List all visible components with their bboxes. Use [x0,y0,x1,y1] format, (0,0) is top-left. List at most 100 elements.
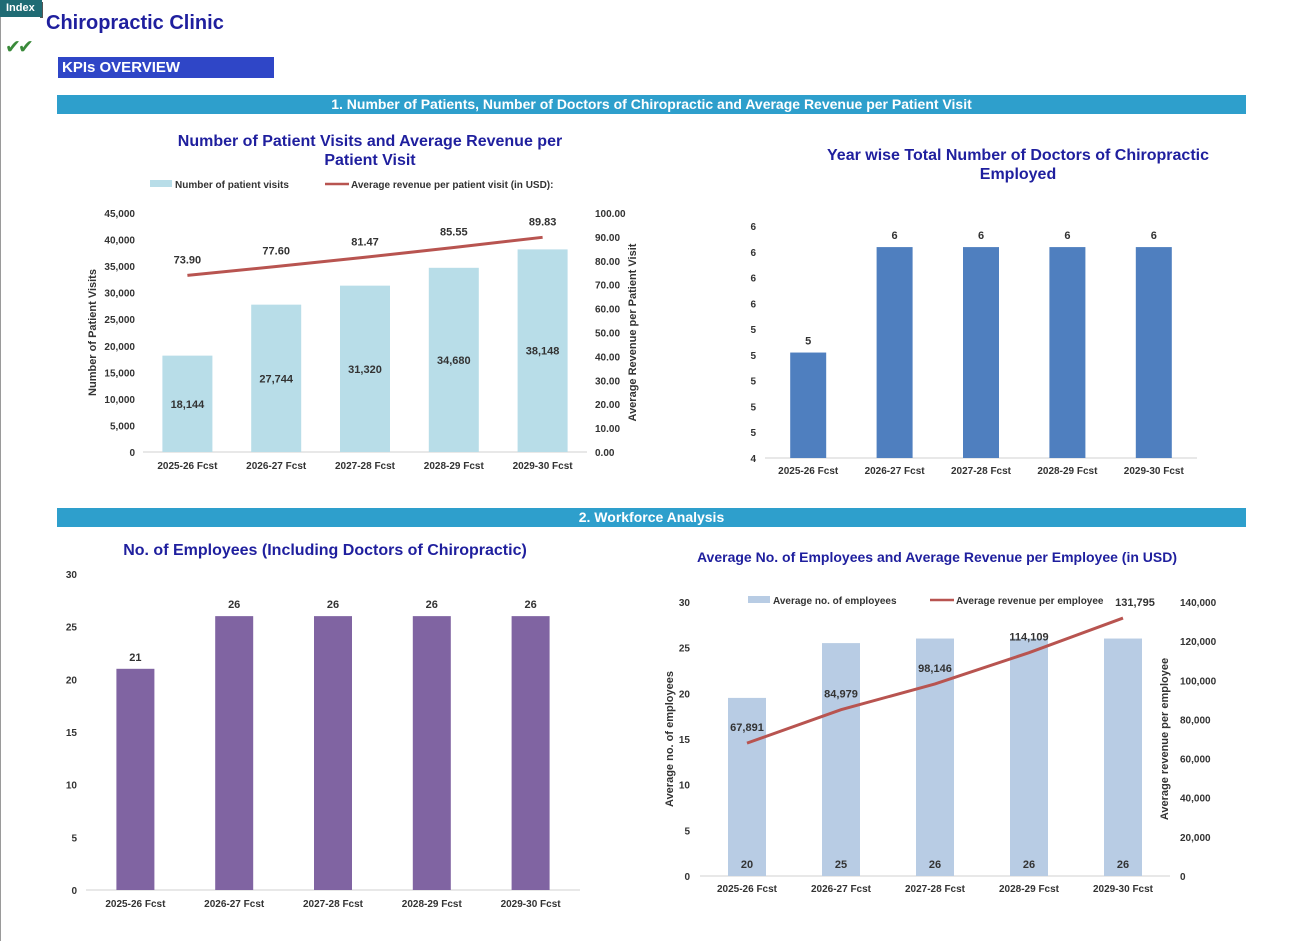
y2-axis-label: Average Revenue per Patient Visit [627,243,639,421]
line-data-label: 77.60 [262,246,290,258]
y2-tick-label: 100.00 [595,209,626,220]
bar [1104,638,1142,876]
bar-data-label: 34,680 [437,355,471,367]
bar [162,355,213,452]
y-tick-label: 15,000 [104,368,135,379]
revenue-line [746,616,1124,745]
y-tick-label: 5 [750,377,756,388]
x-tick-label: 2025-26 Fcst [157,461,218,472]
chart-title: Number of Patient Visits and Average Rev… [178,133,562,150]
bar [412,616,451,890]
x-tick-label: 2026-27 Fcst [246,461,307,472]
line-data-label: 89.83 [529,216,557,228]
left-border [0,0,1,941]
bar-data-label: 20 [741,859,753,871]
x-tick-label: 2025-26 Fcst [717,884,778,895]
legend-entry: Average no. of employees [773,596,897,607]
legend-entry: Average revenue per employee [956,596,1104,607]
line-data-label: 84,979 [824,689,858,701]
bar [1049,247,1086,458]
app-title: Chiropractic Clinic [46,12,224,34]
y2-tick-label: 120,000 [1180,637,1217,648]
y-tick-label: 35,000 [104,262,135,273]
y-tick-label: 25 [679,644,691,655]
legend-swatch [748,596,770,603]
x-tick-label: 2026-27 Fcst [865,466,926,477]
y-tick-label: 10 [66,781,78,792]
y2-tick-label: 40.00 [595,352,620,363]
y2-tick-label: 90.00 [595,233,620,244]
index-tab[interactable]: Index [0,0,42,17]
y-tick-label: 5 [684,826,690,837]
chart-title: Year wise Total Number of Doctors of Chi… [827,147,1209,164]
line-data-label: 98,146 [918,663,952,675]
line-data-label: 114,109 [1009,632,1048,644]
line-data-label: 73.90 [174,254,202,266]
bar-data-label: 26 [929,859,941,871]
y-tick-label: 0 [684,872,690,883]
y-tick-label: 30 [679,598,691,609]
bar-data-label: 5 [805,336,811,348]
bar-data-label: 6 [1151,230,1157,242]
y2-tick-label: 0 [1180,872,1186,883]
bar [314,616,352,890]
line-data-label: 131,795 [1115,597,1155,609]
x-tick-label: 2026-27 Fcst [204,899,265,910]
legend-swatch [150,180,172,187]
y2-tick-label: 40,000 [1180,794,1211,805]
y-tick-label: 5 [71,833,77,844]
y-tick-label: 20,000 [104,342,135,353]
bar-data-label: 27,744 [259,373,294,385]
y-tick-label: 5 [750,402,756,413]
bar-data-label: 26 [228,599,240,611]
bar [916,638,954,876]
chart-title: No. of Employees (Including Doctors of C… [123,542,527,559]
y-tick-label: 5,000 [110,421,135,432]
y-tick-label: 20 [679,689,691,700]
y-tick-label: 30,000 [104,289,135,300]
chart-title: Average No. of Employees and Average Rev… [697,549,1177,565]
bar-data-label: 25 [835,859,847,871]
bar-data-label: 18,144 [171,399,206,411]
y-tick-label: 6 [750,274,756,285]
line-data-label: 85.55 [440,227,468,239]
y-tick-label: 30 [66,570,78,581]
bar-data-label: 26 [327,599,339,611]
bar [116,668,155,890]
bar [340,285,390,452]
y-tick-label: 6 [750,299,756,310]
y-tick-label: 10 [679,781,691,792]
y2-tick-label: 140,000 [1180,598,1217,609]
y2-tick-label: 10.00 [595,424,620,435]
y-tick-label: 10,000 [104,395,135,406]
y2-tick-label: 80.00 [595,257,620,268]
x-tick-label: 2028-29 Fcst [402,899,463,910]
section1-header: 1. Number of Patients, Number of Doctors… [57,95,1246,114]
y-tick-label: 0 [71,886,77,897]
bar-data-label: 26 [1023,859,1035,871]
x-tick-label: 2025-26 Fcst [778,466,839,477]
bar [876,247,913,458]
bar [511,616,550,890]
y-tick-label: 15 [679,735,691,746]
bar-data-label: 26 [426,599,438,611]
y2-tick-label: 60.00 [595,305,620,316]
bar [790,352,827,458]
y2-axis-label: Average revenue per employee [1159,658,1171,820]
y2-tick-label: 20,000 [1180,833,1211,844]
bar-data-label: 6 [978,230,984,242]
line-data-label: 67,891 [730,722,764,734]
y-tick-label: 20 [66,675,78,686]
y-tick-label: 45,000 [104,209,135,220]
x-tick-label: 2027-28 Fcst [905,884,966,895]
bar [428,267,479,452]
bar-data-label: 26 [524,599,536,611]
bar [215,616,254,890]
bar [517,249,568,452]
x-tick-label: 2029-30 Fcst [501,899,562,910]
checkmark-icon: ✔✔ [5,37,34,58]
y-tick-label: 4 [750,454,756,465]
x-tick-label: 2029-30 Fcst [1093,884,1154,895]
y-tick-label: 25 [66,623,78,634]
